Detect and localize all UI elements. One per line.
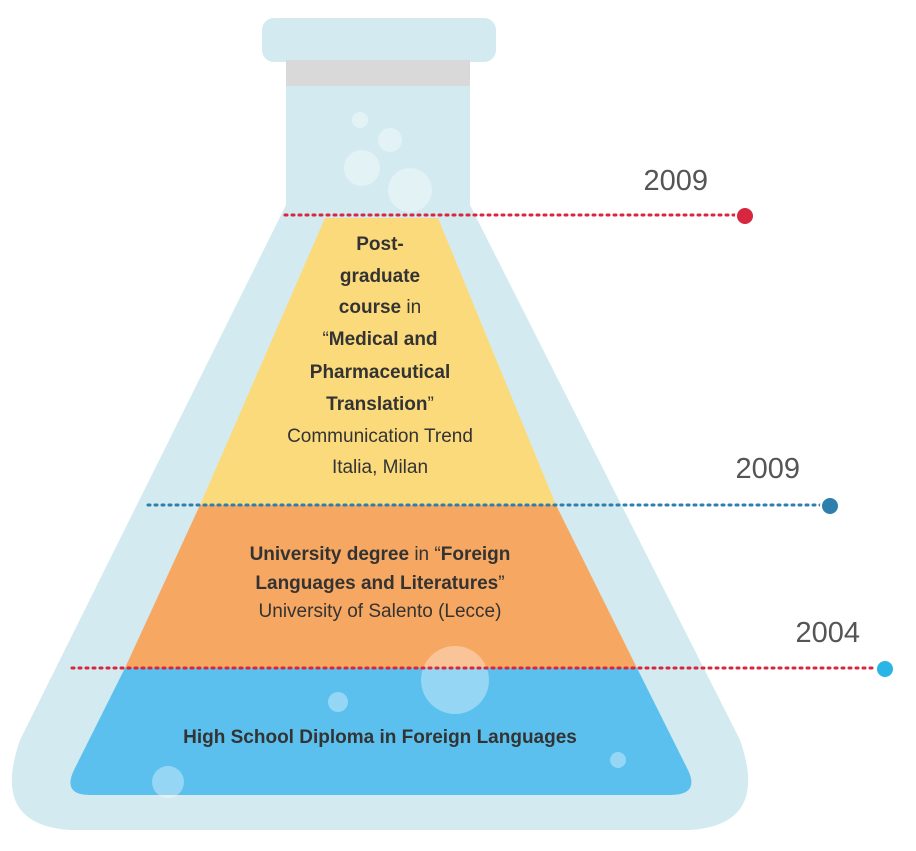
text-run: in “ — [409, 544, 441, 565]
level-text: “Medical and — [322, 329, 437, 350]
text-run: course — [339, 297, 401, 318]
text-run: University degree — [250, 544, 409, 565]
level-text: Languages and Literatures” — [255, 573, 504, 594]
level-text: University of Salento (Lecce) — [259, 601, 502, 622]
text-run: Italia, Milan — [332, 457, 428, 478]
text-run: ” — [428, 394, 434, 415]
text-run: ” — [498, 573, 504, 594]
year-label: 2004 — [795, 617, 860, 649]
text-run: Foreign — [441, 544, 511, 565]
level-text: Post- — [356, 234, 404, 255]
text-run: in — [401, 297, 421, 318]
text-run: Translation — [326, 394, 427, 415]
text-run: Pharmaceutical — [310, 362, 450, 383]
flask-neck-band — [286, 60, 470, 86]
text-run: University of Salento (Lecce) — [259, 601, 502, 622]
level-text: course in — [339, 297, 421, 318]
level-dot — [876, 660, 894, 678]
text-run: Languages and Literatures — [255, 573, 498, 594]
text-run: High School Diploma in Foreign Languages — [183, 727, 577, 748]
level-text: Pharmaceutical — [310, 362, 450, 383]
level-text: High School Diploma in Foreign Languages — [183, 727, 577, 748]
level-text: Communication Trend — [287, 426, 473, 447]
level-dot — [821, 497, 839, 515]
page: {"levels":[ {"year":"2009","lines":[ [{"… — [0, 0, 916, 851]
level-text: graduate — [340, 266, 420, 287]
year-label: 2009 — [643, 165, 708, 197]
text-run: graduate — [340, 266, 420, 287]
text-run: Medical and — [329, 329, 438, 350]
level-text: Translation” — [326, 394, 434, 415]
text-run: Communication Trend — [287, 426, 473, 447]
flask-cap — [262, 18, 496, 62]
level-dot — [736, 207, 754, 225]
text-run: Post- — [356, 234, 404, 255]
year-label: 2009 — [735, 453, 800, 485]
level-text: Italia, Milan — [332, 457, 428, 478]
flask-infographic: 2009 Post-graduate course in “Medical and Ph… — [0, 0, 916, 851]
level-text: University degree in “Foreign — [250, 544, 511, 565]
